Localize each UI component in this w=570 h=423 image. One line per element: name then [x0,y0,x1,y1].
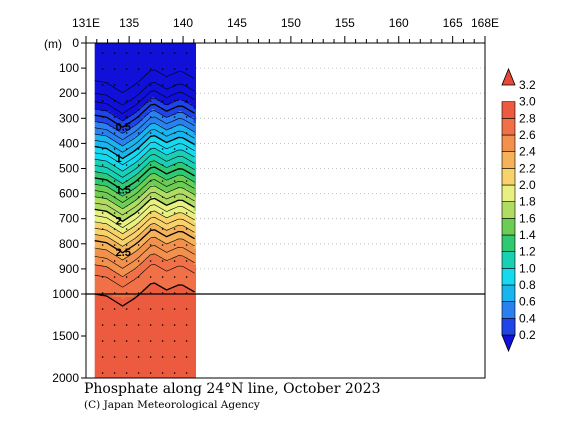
contour-line [94,160,195,184]
contour-line [94,116,195,141]
contour-line [94,204,195,228]
x-tick-label: 168E [471,16,499,30]
contour-line [94,179,195,203]
x-tick-label: 135 [119,16,139,30]
contour-line [94,166,195,191]
colorbar-tick-label: 2.6 [519,128,536,142]
contour-line [94,110,195,134]
contour-line [94,263,195,288]
colorbar-tick-label: 1.2 [519,245,536,259]
contour-line [94,154,195,178]
axes: 131E 135 140 145 150 155 160 165 168E 0 100 200 300 4… [52,16,499,385]
y-tick-label: 100 [59,61,79,75]
contour-line [94,223,195,247]
contour-line [94,81,195,106]
contour-line [94,282,195,307]
contour-line [94,129,195,153]
colorbar-tick-label: 1.0 [519,261,536,275]
y-tick-label: 900 [59,262,79,276]
colorbar-tick-label: 1.4 [519,228,536,242]
contour-line [94,97,195,122]
contour-line [94,185,195,210]
section-fill [94,43,196,378]
contour-label: 1.5 [116,184,131,196]
colorbar-tick-label: 2.4 [519,145,536,159]
colorbar-tick-label: 0.2 [519,328,536,342]
contour-label: 0.5 [116,122,131,134]
y-tick-label: 2000 [52,371,79,385]
sample-dots [101,52,188,374]
colorbar-tick-label: 2.2 [519,161,536,175]
contour-label: 1 [116,153,122,165]
x-tick-label: 145 [227,16,247,30]
y-tick-label: 800 [59,237,79,251]
contour-labels: 0.5 1 1.5 2 2.5 [116,122,131,260]
colorbar-tick-label: 0.8 [519,278,536,292]
colorbar-tick-label: 1.6 [519,211,536,225]
colorbar-tick-label: 2.0 [519,178,536,192]
colorbar-tick-label: 0.6 [519,295,536,309]
contour-line [94,253,195,278]
contour-lines [94,69,195,307]
contour-line [94,147,195,172]
y-tick-label: 200 [59,86,79,100]
contour-line [94,122,195,147]
contour-line [94,141,195,166]
y-tick-label: 1000 [52,287,79,301]
y-unit-label: (m) [44,37,62,51]
y-tick-label: 400 [59,136,79,150]
colorbar: 0.2 0.4 0.6 0.8 1.0 1.2 1.4 1.6 1.8 2.0 2.2 2.4 2.6 2… [501,67,536,353]
colorbar-tick-label: 3.2 [519,78,536,92]
x-tick-label: 131E [72,16,100,30]
contour-line [94,191,195,216]
credit-text: (C) Japan Meteorological Agency [84,399,260,411]
x-tick-label: 160 [389,16,409,30]
contour-line [94,90,195,114]
y-tick-label: 500 [59,162,79,176]
y-tick-label: 700 [59,212,79,226]
contour-label: 2 [116,216,122,228]
contour-line [94,69,195,94]
colorbar-tick-label: 2.8 [519,111,536,125]
x-tick-label: 150 [281,16,301,30]
colorbar-tick-label: 3.0 [519,95,536,109]
contour-line [94,172,195,197]
colorbar-tick-label: 1.8 [519,195,536,209]
y-tick-label: 600 [59,187,79,201]
contour-line [94,210,195,235]
contour-line [94,245,195,269]
grid-lines [86,67,485,295]
contour-line [94,135,195,160]
y-tick-label: 1500 [52,329,79,343]
contour-line [94,216,195,241]
contour-line [94,103,195,128]
y-tick-label: 0 [72,36,79,50]
contour-label: 2.5 [116,247,131,259]
contour-line [94,236,195,261]
chart-title: Phosphate along 24°N line, October 2023 [84,381,380,397]
contour-line [94,197,195,223]
contour-line [94,229,195,254]
x-tick-label: 155 [335,16,355,30]
x-tick-label: 140 [173,16,193,30]
x-tick-label: 165 [443,16,463,30]
colorbar-tick-label: 0.4 [519,311,536,325]
y-tick-label: 300 [59,111,79,125]
